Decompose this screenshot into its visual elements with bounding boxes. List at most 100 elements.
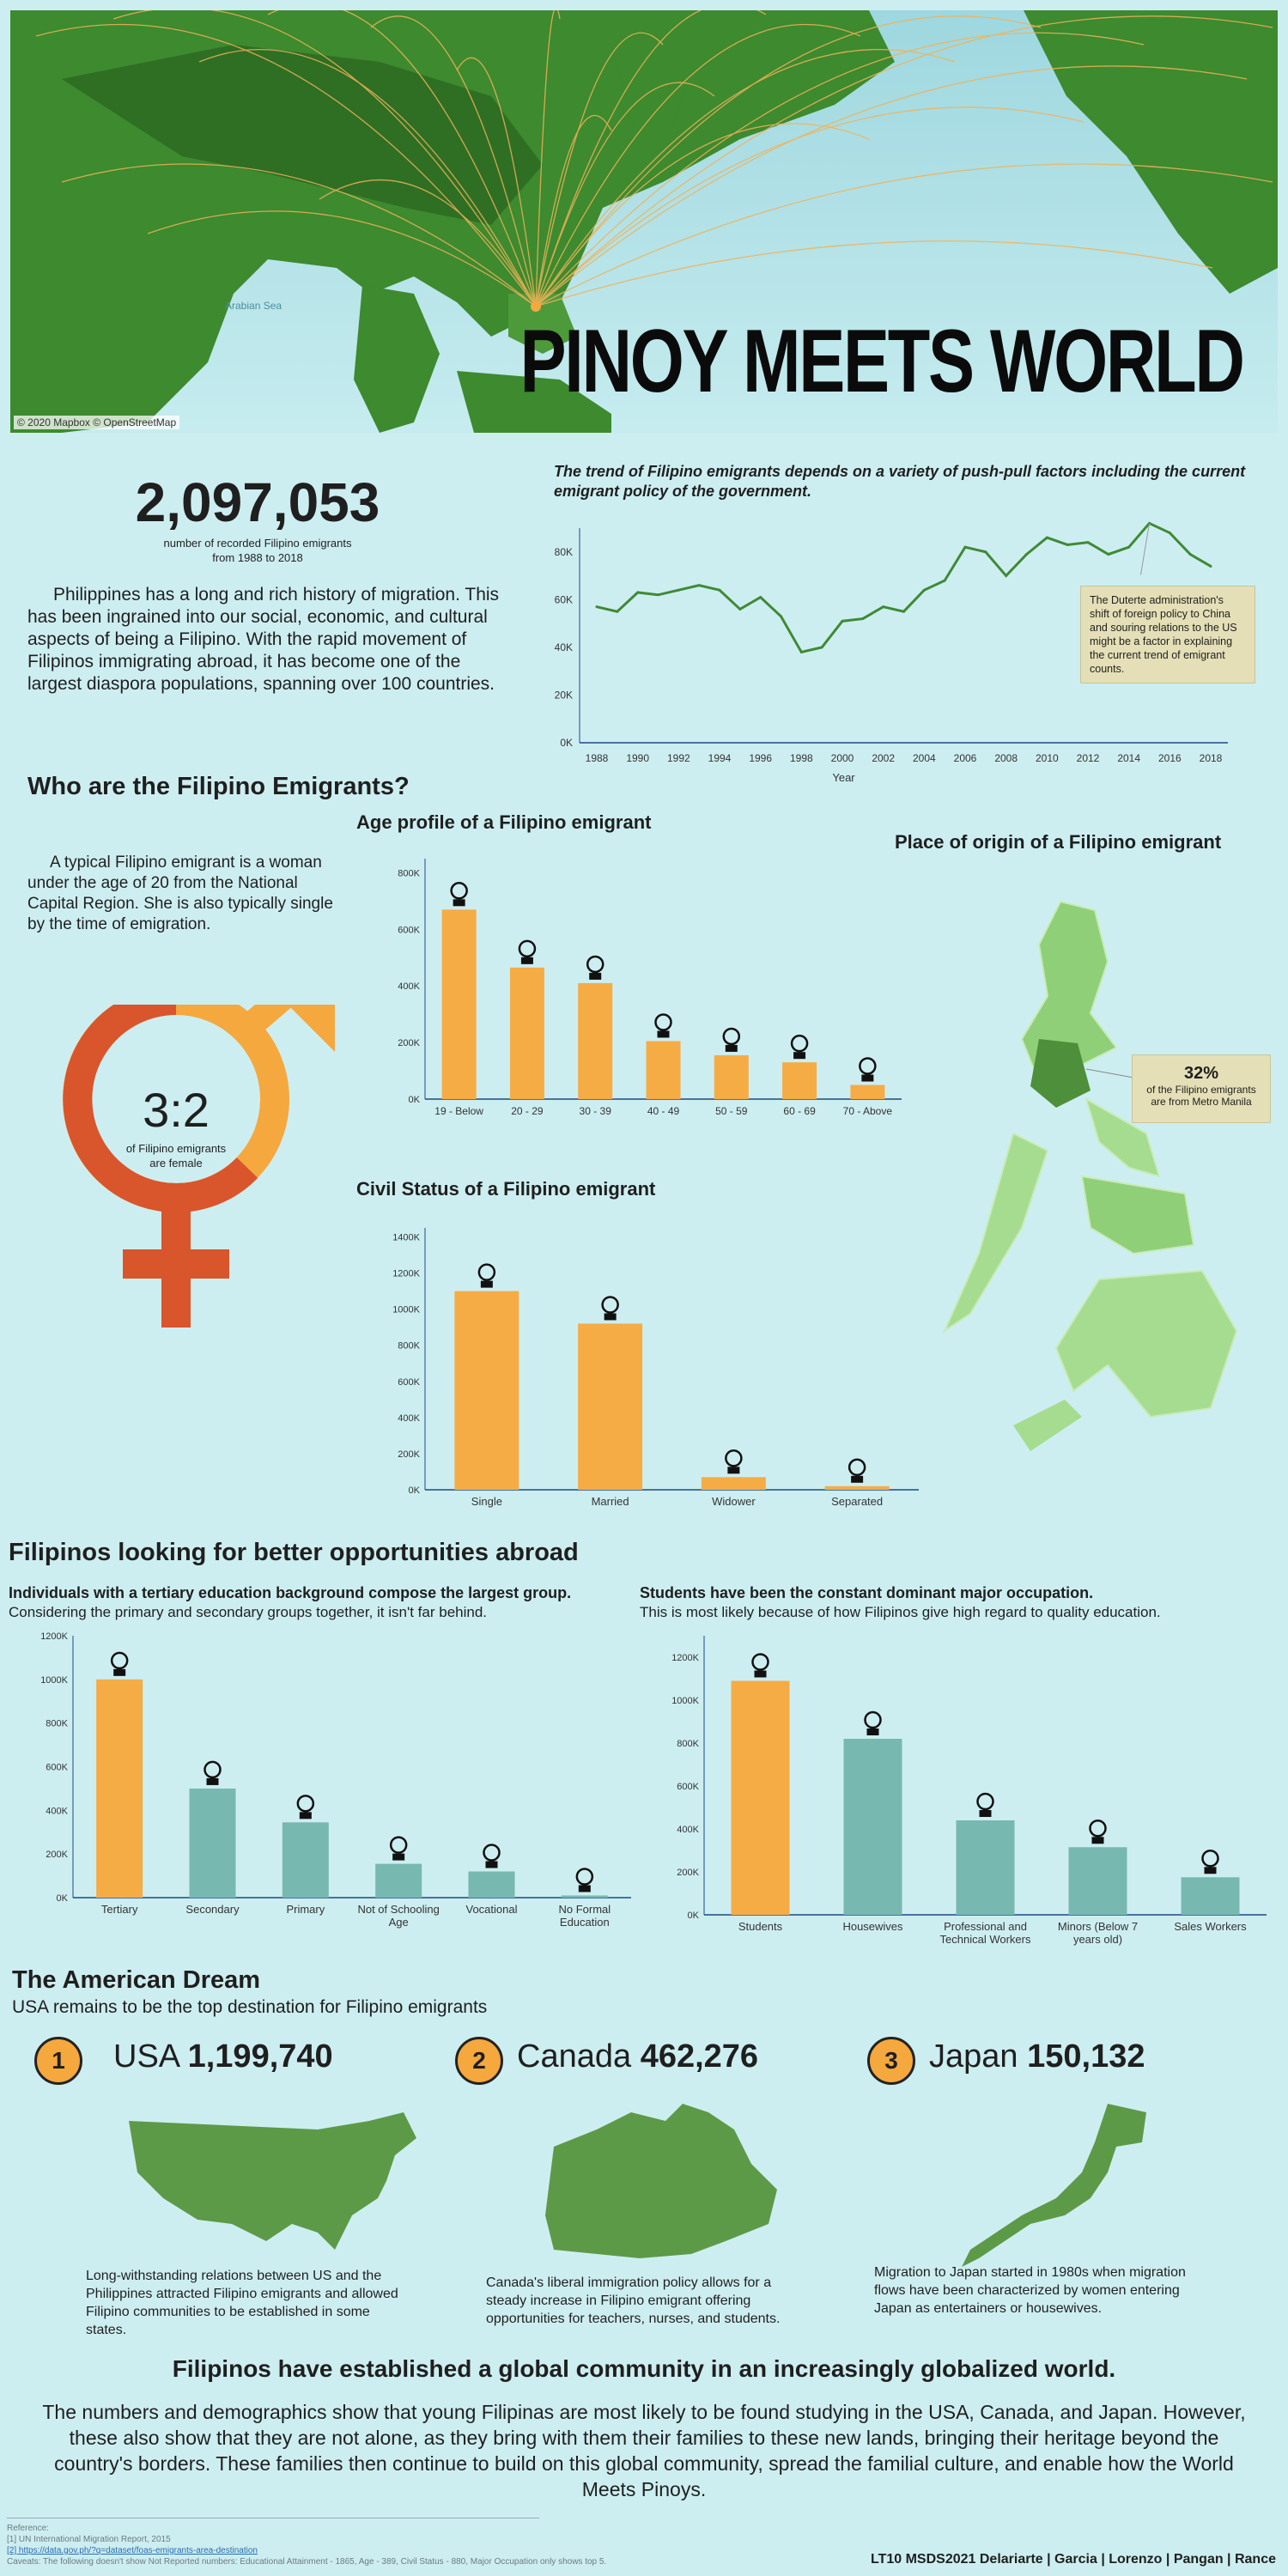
country-name: Canada — [517, 2038, 632, 2075]
trend-point — [984, 550, 987, 554]
bar-icon-body — [727, 1467, 740, 1474]
flow-line — [370, 15, 537, 307]
trend-point — [861, 617, 865, 621]
bar — [843, 1739, 902, 1915]
usa-map — [129, 2112, 416, 2250]
trend-point — [841, 619, 844, 623]
y-tick-label: 400K — [46, 1806, 68, 1816]
reference-label: Reference: — [7, 2524, 49, 2533]
x-tick-label: 1988 — [586, 752, 609, 764]
flow-line — [35, 23, 537, 307]
trend-point — [1025, 553, 1028, 556]
bar — [646, 1041, 681, 1099]
bar-icon — [483, 1844, 501, 1862]
philippines-landmass — [508, 294, 577, 354]
female-arc — [63, 1005, 258, 1212]
y-tick-label: 1000K — [671, 1696, 699, 1706]
y-tick-label: 20K — [555, 689, 573, 701]
x-axis-label: Year — [832, 771, 855, 784]
bar-icon-body — [485, 1861, 498, 1868]
who-heading: Who are the Filipino Emigrants? — [27, 773, 410, 800]
male-arrow-shaft — [236, 1005, 295, 1041]
flow-line — [535, 10, 767, 307]
metro-manila-callout: 32% of the Filipino emigrants are from M… — [1132, 1054, 1271, 1123]
trend-point — [922, 588, 926, 592]
y-tick-label: 1200K — [671, 1653, 699, 1663]
japan-landmass — [611, 27, 689, 139]
gender-symbol — [63, 1005, 335, 1327]
y-tick-label: 800K — [677, 1739, 699, 1749]
x-tick-label: 1994 — [708, 752, 732, 764]
north-america-landmass — [1024, 10, 1278, 294]
total-emigrants-caption: number of recorded Filipino emigrants — [163, 537, 352, 550]
trend-point — [1005, 574, 1008, 578]
trend-point — [677, 588, 680, 592]
x-tick-label: 2002 — [872, 752, 895, 764]
x-tick-label: 2014 — [1117, 752, 1140, 764]
closing-heading: Filipinos have established a global comm… — [172, 2355, 1116, 2382]
bar-icon — [575, 1868, 594, 1886]
bar-icon — [1089, 1820, 1107, 1838]
x-tick-label: 2018 — [1200, 752, 1223, 764]
male-arrow-head — [288, 1005, 335, 1052]
trend-point — [636, 591, 640, 594]
country-count: 462,276 — [640, 2038, 759, 2075]
civil-chart-title: Civil Status of a Filipino emigrant — [356, 1178, 656, 1200]
y-tick-label: 800K — [398, 1341, 420, 1352]
bar-icon — [204, 1760, 222, 1779]
country-count: 1,199,740 — [187, 2038, 333, 2075]
y-tick-label: 400K — [398, 1413, 420, 1424]
flow-line — [535, 82, 715, 307]
age-chart-title: Age profile of a Filipino emigrant — [356, 811, 652, 833]
bar-icon-body — [604, 1313, 617, 1321]
opportunities-heading: Filipinos looking for better opportuniti… — [9, 1539, 579, 1566]
gender-ratio-value: 3:2 — [143, 1083, 210, 1137]
authors: LT10 MSDS2021 Delariarte | Garcia | Lore… — [871, 2552, 1276, 2567]
y-tick-label: 0K — [560, 737, 573, 749]
x-tick-label: Vocational — [466, 1903, 518, 1916]
bar-icon — [722, 1027, 741, 1046]
bar — [782, 1062, 817, 1099]
bar — [714, 1054, 749, 1099]
x-tick-label: Students — [738, 1920, 783, 1933]
rank-badge-3: 3 — [867, 2037, 915, 2085]
metro-manila-caption-line1: of the Filipino emigrants — [1146, 1084, 1256, 1096]
flow-line — [535, 123, 870, 307]
y-tick-label: 80K — [555, 546, 573, 558]
bar-icon-body — [453, 899, 465, 907]
x-tick-label: Sales Workers — [1174, 1920, 1247, 1933]
y-tick-label: 400K — [677, 1825, 699, 1835]
y-tick-label: 200K — [398, 1038, 420, 1048]
map-credit: © 2020 Mapbox © OpenStreetMap — [14, 416, 180, 429]
y-tick-label: 60K — [555, 593, 573, 605]
migration-flow-lines — [35, 10, 1273, 307]
x-tick-label: 19 - Below — [434, 1105, 483, 1117]
flow-line — [535, 15, 1042, 307]
flow-line — [535, 15, 1273, 307]
country-usa: USA 1,199,740 — [113, 2038, 333, 2075]
x-tick-label: 1992 — [667, 752, 690, 764]
japan-description: Migration to Japan started in 1980s when… — [874, 2265, 1186, 2316]
y-tick-label: 1400K — [392, 1233, 420, 1243]
x-tick-label: Housewives — [842, 1920, 903, 1933]
trend-point — [616, 610, 619, 613]
bar-icon-body — [657, 1030, 670, 1038]
bar-icon-body — [1204, 1867, 1217, 1874]
trend-point — [1127, 545, 1131, 549]
y-tick-label: 0K — [688, 1911, 700, 1921]
y-tick-label: 200K — [677, 1868, 699, 1878]
x-tick-label: 60 - 69 — [783, 1105, 816, 1117]
usa-description: Long-withstanding relations between US a… — [86, 2269, 398, 2337]
flow-line — [535, 106, 1084, 307]
sulu-region — [1013, 1400, 1082, 1451]
x-tick-label: 70 - Above — [843, 1105, 893, 1117]
world-map: Arabian Sea — [10, 10, 1278, 433]
bar-icon — [848, 1458, 866, 1477]
y-tick-label: 40K — [555, 641, 573, 653]
sea-label: Arabian Sea — [225, 300, 282, 312]
bar-icon — [296, 1795, 315, 1813]
total-emigrants-value: 2,097,053 — [135, 471, 380, 533]
bar-icon — [518, 939, 537, 958]
reference-2-link[interactable]: [2] https://data.gov.ph/?q=dataset/foas-… — [7, 2546, 258, 2555]
rank-badge-1: 1 — [34, 2037, 82, 2085]
